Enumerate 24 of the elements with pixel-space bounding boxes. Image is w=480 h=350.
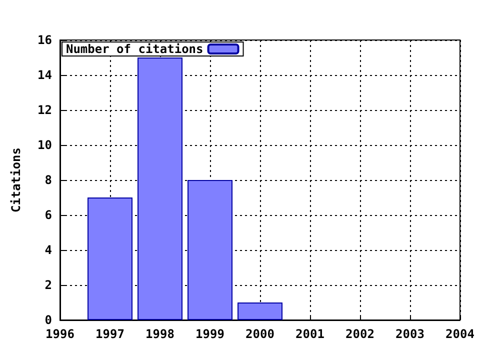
y-tick-label: 4	[44, 243, 52, 257]
legend-label: Number of citations	[66, 42, 204, 56]
x-tick-label: 1997	[96, 327, 124, 341]
y-axis-title: Citations	[9, 147, 23, 213]
y-tick-label: 8	[44, 173, 52, 187]
y-tick-label: 14	[38, 68, 52, 82]
y-tick-label: 16	[38, 33, 52, 47]
x-tick-label: 2001	[296, 327, 324, 341]
x-tick-label: 2003	[396, 327, 424, 341]
x-tick-label: 2002	[346, 327, 374, 341]
x-tick-label: 1998	[146, 327, 174, 341]
y-tick-label: 12	[38, 103, 52, 117]
y-tick-label: 2	[44, 278, 52, 292]
x-tick-label: 2000	[246, 327, 274, 341]
x-tick-label: 2004	[446, 327, 474, 341]
bar	[238, 302, 282, 320]
y-tick-label: 0	[44, 313, 52, 327]
x-tick-label: 1999	[196, 327, 224, 341]
x-tick-label: 1996	[46, 327, 74, 341]
bar	[188, 180, 232, 320]
y-tick-label: 6	[44, 208, 52, 222]
y-tick-label: 10	[38, 138, 52, 152]
bar	[138, 58, 182, 320]
bar	[88, 198, 132, 320]
